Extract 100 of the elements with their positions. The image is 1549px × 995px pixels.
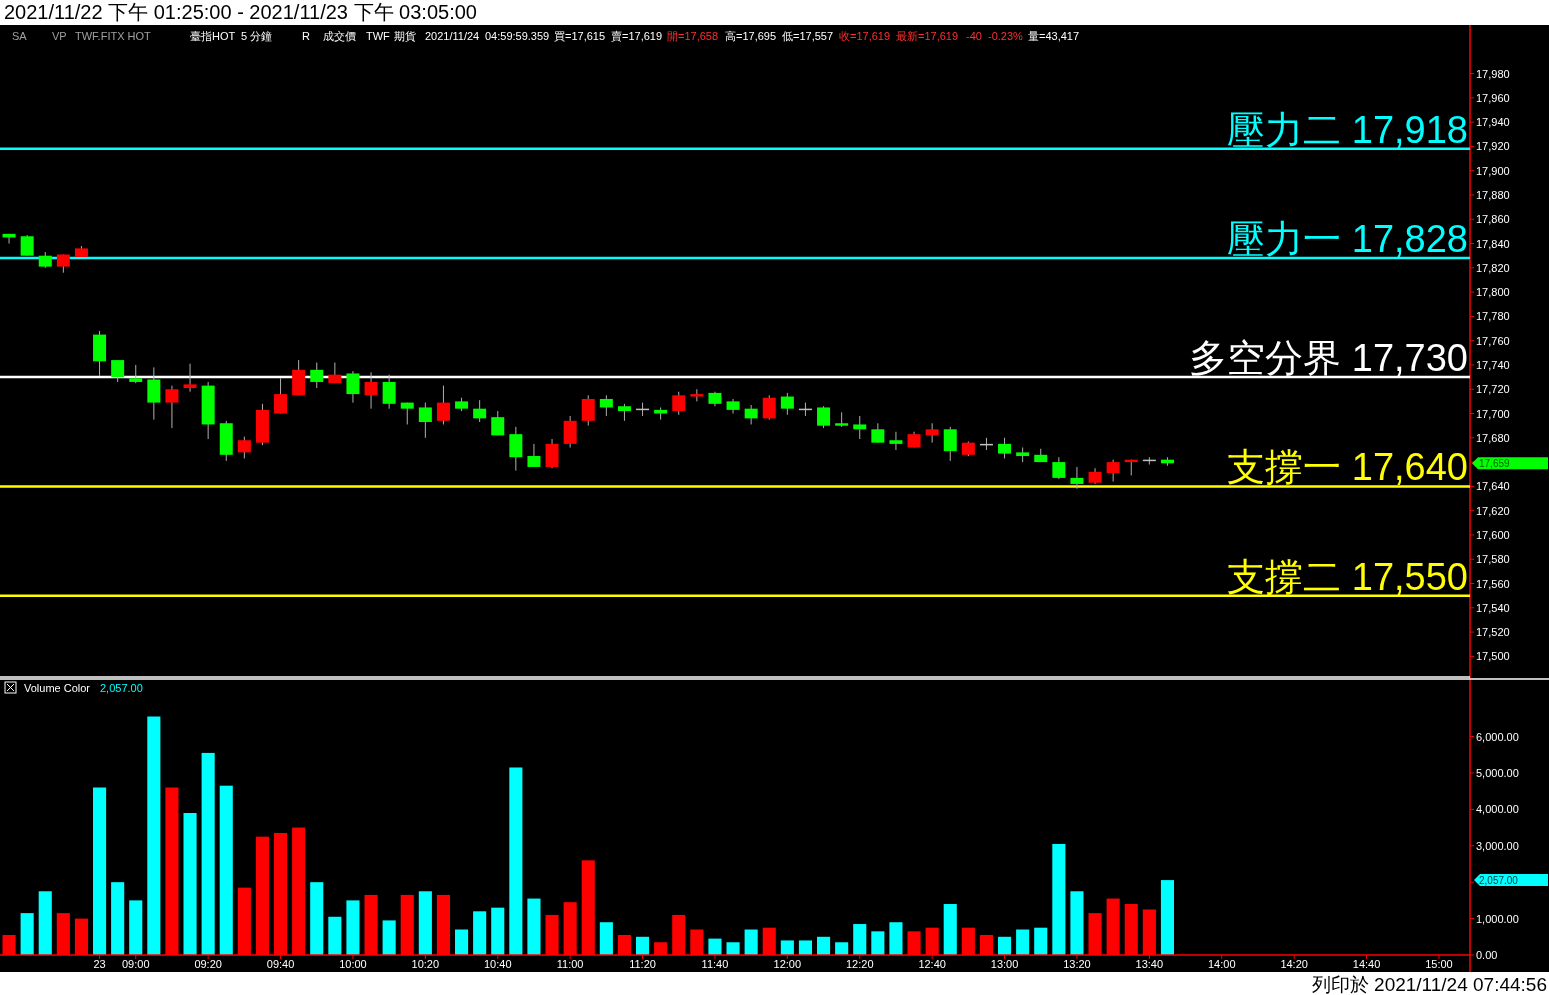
bar xyxy=(219,785,233,955)
candlestick xyxy=(563,415,577,449)
annotation: R xyxy=(302,30,310,42)
y-tick-label: 17,740 xyxy=(1476,358,1510,371)
y-tick-label: 17,760 xyxy=(1476,334,1510,347)
candlestick xyxy=(183,363,197,393)
candlestick xyxy=(491,410,505,436)
x-tick-label: 12:00 xyxy=(773,958,802,970)
candlestick xyxy=(817,405,831,429)
annotation: 高=17,695 xyxy=(725,30,777,42)
annotation: 04:59:59.359 xyxy=(485,30,550,42)
y-tick-label: 17,800 xyxy=(1476,286,1510,299)
candlestick xyxy=(1106,459,1120,483)
bar xyxy=(509,767,523,955)
bar xyxy=(473,911,487,955)
bar xyxy=(38,891,52,955)
candlestick xyxy=(998,437,1012,459)
candlestick xyxy=(545,438,559,469)
ref-line-label: 支撐一 17,640 xyxy=(1227,446,1468,489)
annotation: TWF.FITX HOT xyxy=(75,30,152,42)
bar xyxy=(1052,843,1066,955)
bar xyxy=(636,936,650,955)
bar xyxy=(201,752,215,955)
candlestick xyxy=(672,391,686,416)
candlestick xyxy=(925,422,939,444)
bar xyxy=(998,936,1012,955)
y-tick-label: 6,000.00 xyxy=(1476,730,1519,743)
y-tick-label: 4,000.00 xyxy=(1476,803,1519,816)
candlestick xyxy=(111,359,125,383)
x-tick-label: 13:40 xyxy=(1135,958,1164,970)
y-tick-label: 17,720 xyxy=(1476,383,1510,396)
candlestick xyxy=(943,426,957,462)
x-tick-label: 09:20 xyxy=(194,958,222,970)
x-tick-label: 14:40 xyxy=(1352,958,1381,970)
bar xyxy=(798,940,812,955)
candlestick xyxy=(56,253,70,274)
y-tick-label: 17,780 xyxy=(1476,310,1510,323)
candlestick xyxy=(436,385,450,425)
annotation: 期貨 xyxy=(394,30,416,42)
candlestick xyxy=(274,377,288,415)
x-tick-label: 12:20 xyxy=(845,958,874,970)
bar xyxy=(527,898,541,955)
y-tick-label: 17,980 xyxy=(1476,67,1510,80)
candlestick xyxy=(527,443,541,468)
candlestick xyxy=(129,364,143,384)
candlestick xyxy=(581,394,595,427)
x-tick-label: 13:00 xyxy=(990,958,1019,970)
bar xyxy=(853,924,867,955)
bar xyxy=(943,904,957,955)
ref-line-label: 壓力一 17,828 xyxy=(1227,218,1468,261)
candlestick xyxy=(690,388,704,402)
annotation: 收=17,619 xyxy=(839,30,891,42)
y-tick-label: 17,500 xyxy=(1476,650,1510,663)
y-tick-label: 3,000.00 xyxy=(1476,839,1519,852)
candlestick xyxy=(418,402,432,439)
annotation: 2021/11/24 xyxy=(425,30,480,42)
text: 2,057.00 xyxy=(1479,875,1519,887)
bar xyxy=(599,922,613,955)
bar xyxy=(20,913,34,955)
annotation: 低=17,557 xyxy=(782,30,834,42)
annotation: 開=17,658 xyxy=(667,30,719,42)
x-tick-label: 10:00 xyxy=(339,958,367,970)
candlestick xyxy=(165,385,179,429)
x-tick-label: 14:00 xyxy=(1207,958,1236,970)
candlestick xyxy=(509,426,523,472)
annotation: VP xyxy=(52,30,67,42)
text: Volume Color xyxy=(24,682,91,694)
y-tick-label: 17,860 xyxy=(1476,213,1510,226)
x-tick-label: 09:40 xyxy=(266,958,295,970)
y-tick-label: 17,600 xyxy=(1476,528,1510,541)
y-tick-label: 17,940 xyxy=(1476,116,1510,129)
y-tick-label: 17,880 xyxy=(1476,188,1510,201)
y-tick-label: 17,960 xyxy=(1476,91,1510,104)
y-tick-label: 17,520 xyxy=(1476,626,1510,639)
annotation: 2,057.00 xyxy=(100,682,143,694)
y-tick-label: 17,620 xyxy=(1476,504,1510,517)
x-tick-label: 09:00 xyxy=(121,958,150,970)
x-tick-label: 11:20 xyxy=(629,958,656,970)
y-tick-label: 17,700 xyxy=(1476,407,1510,420)
annotation: SA xyxy=(12,30,28,42)
chart-title: 2021/11/22 下午 01:25:00 - 2021/11/23 下午 03:05:00 xyxy=(4,1,477,23)
annotation: -0.23% xyxy=(988,30,1024,42)
candlestick xyxy=(237,436,251,459)
x-tick-label: 13:20 xyxy=(1063,958,1091,970)
bar xyxy=(744,929,758,955)
text: 17,659 xyxy=(1479,458,1511,470)
bar xyxy=(1016,929,1030,955)
annotation: 量=43,417 xyxy=(1028,30,1080,42)
candlestick xyxy=(1070,466,1084,490)
x-tick-label: 12:40 xyxy=(918,958,946,970)
bar xyxy=(780,940,794,955)
bar xyxy=(328,916,342,955)
bar xyxy=(310,882,324,955)
bar xyxy=(708,938,722,955)
bar xyxy=(346,900,360,955)
bar xyxy=(491,907,505,955)
x-tick-label: 15:00 xyxy=(1425,958,1453,970)
bar xyxy=(1070,891,1084,955)
bar xyxy=(1160,880,1174,955)
y-tick-label: 5,000.00 xyxy=(1476,766,1519,779)
